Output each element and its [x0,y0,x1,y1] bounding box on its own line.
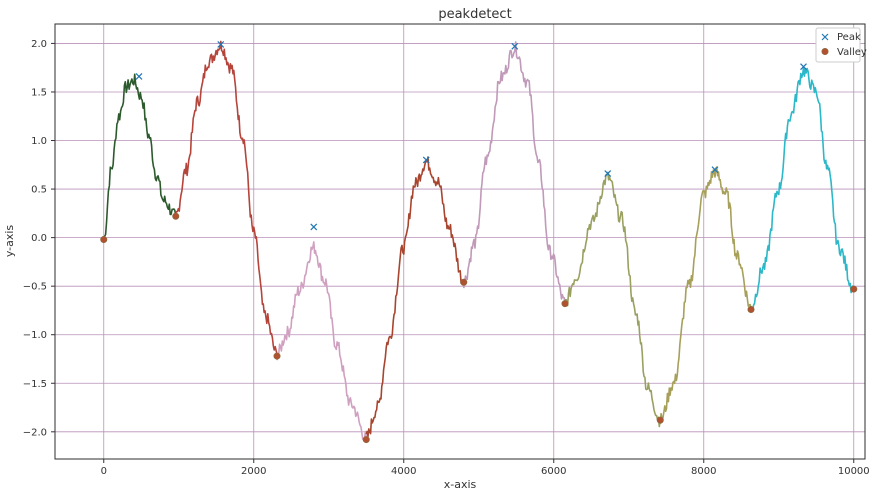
peak-marker [800,63,807,71]
valley-marker [850,285,858,293]
y-tick-label: 0.0 [31,233,47,244]
legend-valley-label: Valley [837,47,867,58]
y-tick-label: −0.5 [23,282,47,293]
y-tick-label: 2.0 [31,39,47,50]
series-segment [175,40,278,355]
y-tick-label: 0.5 [31,185,47,196]
markers [100,40,858,444]
plot-frame [54,23,866,460]
peak-marker [422,156,430,164]
peak-marker-icon [821,33,829,41]
y-axis-label: y-axis [3,225,16,258]
y-tick-label: −1.5 [23,379,47,390]
peak-marker [310,223,318,231]
valley-marker [460,278,468,286]
chart-title: peakdetect [438,7,511,22]
y-tick-label: −2.0 [23,427,47,438]
x-axis-label: x-axis [444,478,477,491]
valley-marker [273,352,281,360]
series-lines [103,40,855,441]
peak-marker [711,166,719,174]
x-tick-label: 8000 [691,466,716,477]
series-segment [103,73,177,240]
valley-marker [656,416,664,424]
valley-marker [561,300,569,308]
valley-marker [100,236,108,244]
series-segment [564,171,662,428]
grid [55,24,865,459]
valley-marker-icon [821,47,829,55]
x-tick-label: 6000 [541,466,566,477]
valley-marker [747,305,755,313]
x-ticks: 0 2000 4000 6000 8000 10000 [101,459,870,477]
y-tick-label: −1.0 [23,330,47,341]
peak-marker [511,42,519,50]
series-segment [750,67,855,312]
peak-marker [217,40,225,48]
valley-legend-glyph [821,47,829,55]
y-tick-label: 1.0 [31,136,47,147]
x-tick-label: 2000 [241,466,266,477]
x-tick-label: 0 [101,466,107,477]
y-tick-label: 1.5 [31,87,47,98]
legend: Peak Valley [815,27,867,63]
valley-marker [172,212,180,220]
series-segment [463,41,566,303]
valley-marker [362,436,370,444]
peak-marker [604,170,612,177]
legend-peak-label: Peak [837,32,861,43]
series-segment [365,156,465,438]
peak-legend-glyph [821,33,829,41]
peak-marker [135,73,143,80]
y-ticks: −2.0 −1.5 −1.0 −0.5 0.0 0.5 1.0 1.5 2.0 [23,39,55,438]
x-tick-label: 4000 [391,466,416,477]
series-segment [659,166,752,424]
series-segment [276,241,368,441]
x-tick-label: 10000 [838,466,870,477]
